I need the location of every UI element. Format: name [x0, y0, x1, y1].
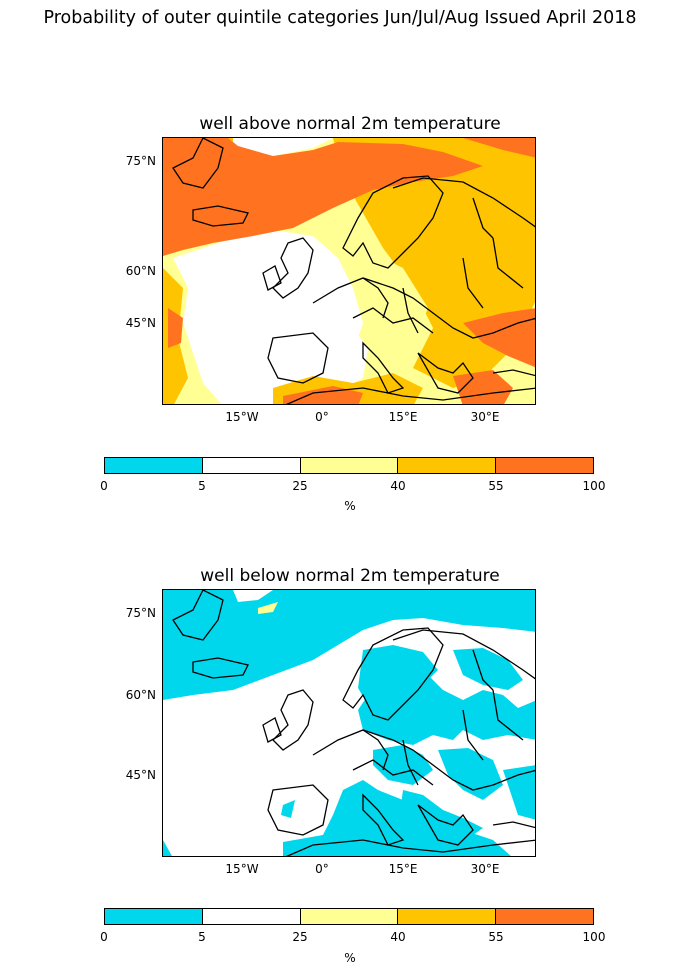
- lat-label-75: 75°N: [125, 154, 156, 168]
- colorbar-segment-55-100: [495, 458, 593, 473]
- colorbar-segment-25-40: [299, 909, 398, 924]
- cbar-tick: 5: [198, 479, 206, 493]
- lon-label-0: 0°: [315, 410, 329, 424]
- probability-map: [163, 590, 535, 856]
- coastlines: [172, 590, 535, 856]
- lon-label-15e: 15°E: [388, 862, 418, 876]
- colorbar-segment-0-5: [105, 458, 202, 473]
- colorbar-segment-0-5: [105, 909, 202, 924]
- cbar-tick: 55: [488, 479, 504, 493]
- colorbar: [104, 457, 594, 474]
- cbar-tick: 55: [488, 930, 504, 944]
- map-area[interactable]: [162, 137, 536, 405]
- lon-label-15w: 15°W: [225, 410, 259, 424]
- map-area[interactable]: [162, 589, 536, 857]
- colorbar-segment-40-55: [397, 458, 496, 473]
- probability-map: [163, 138, 535, 404]
- lat-label-45: 45°N: [125, 316, 156, 330]
- cbar-tick: 5: [198, 930, 206, 944]
- colorbar-segment-25-40: [299, 458, 398, 473]
- colorbar-segment-55-100: [495, 909, 593, 924]
- colorbar: [104, 908, 594, 925]
- lon-label-15w: 15°W: [225, 862, 259, 876]
- cbar-unit: %: [344, 951, 356, 965]
- lat-label-60: 60°N: [125, 688, 156, 702]
- lon-label-30e: 30°E: [470, 862, 500, 876]
- lon-label-0: 0°: [315, 862, 329, 876]
- figure-title: Probability of outer quintile categories…: [43, 8, 637, 28]
- cbar-tick: 25: [292, 479, 308, 493]
- colorbar-segment-5-25: [201, 909, 300, 924]
- panel-title: well below normal 2m temperature: [200, 566, 500, 586]
- cbar-tick: 40: [390, 930, 406, 944]
- lon-label-15e: 15°E: [388, 410, 418, 424]
- cbar-tick: 0: [100, 479, 108, 493]
- cbar-tick: 100: [582, 930, 606, 944]
- colorbar-segment-5-25: [201, 458, 300, 473]
- fill-55-100-arctic: [163, 138, 483, 256]
- fill-5-25: [163, 618, 535, 856]
- colorbar-segment-40-55: [397, 909, 496, 924]
- cbar-unit: %: [344, 499, 356, 513]
- lat-label-60: 60°N: [125, 264, 156, 278]
- cbar-tick: 0: [100, 930, 108, 944]
- cbar-tick: 100: [582, 479, 606, 493]
- panel-title: well above normal 2m temperature: [199, 114, 501, 134]
- coastlines: [172, 138, 535, 404]
- lat-label-75: 75°N: [125, 606, 156, 620]
- lon-label-30e: 30°E: [470, 410, 500, 424]
- lat-label-45: 45°N: [125, 768, 156, 782]
- cbar-tick: 40: [390, 479, 406, 493]
- cbar-tick: 25: [292, 930, 308, 944]
